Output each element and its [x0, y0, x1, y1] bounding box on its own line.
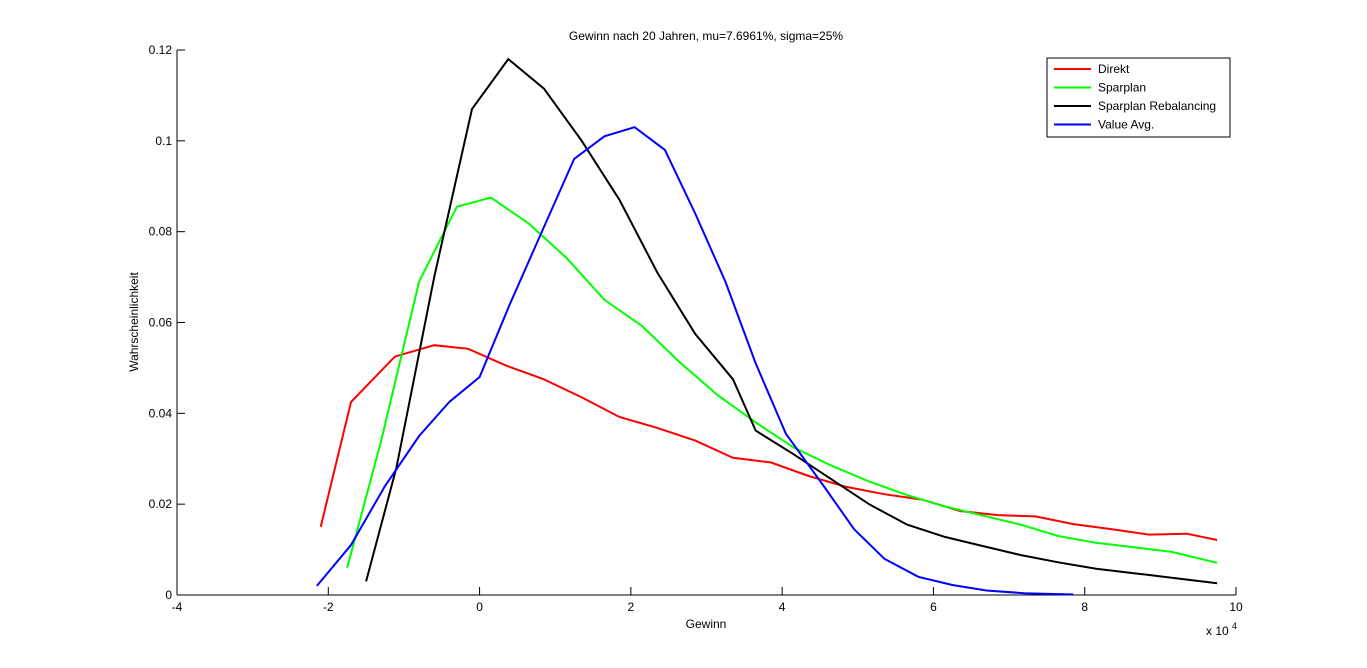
series-line-3 — [316, 126, 1074, 596]
y-tick-label: 0.02 — [149, 497, 173, 511]
x-axis-exponent-power: 4 — [1232, 621, 1237, 631]
x-axis-label: Gewinn — [686, 617, 727, 631]
legend-label-0: Direkt — [1098, 62, 1130, 76]
series-line-1 — [346, 196, 1218, 569]
x-tick-label: -4 — [172, 600, 183, 614]
y-tick-label: 0.06 — [149, 316, 173, 330]
x-tick-label: 6 — [930, 600, 937, 614]
x-tick-label: 0 — [476, 600, 483, 614]
x-tick-label: -2 — [323, 600, 334, 614]
plot-area: -4 -2 0 2 4 6 8 10 0 0.02 0.04 0.06 0.08 0.1 0.12 — [149, 43, 1243, 614]
y-tick-label: 0.12 — [149, 43, 173, 57]
y-axis-label: Wahrscheinlichkeit — [127, 272, 141, 372]
y-tick-label: 0.04 — [149, 406, 173, 420]
x-tick-label: 8 — [1081, 600, 1088, 614]
legend-label-2: Sparplan Rebalancing — [1098, 99, 1216, 113]
y-tick-label: 0.1 — [155, 134, 172, 148]
x-tick-label: 4 — [779, 600, 786, 614]
y-tick-label: 0 — [165, 588, 172, 602]
x-axis-exponent-base: x 10 — [1206, 624, 1229, 638]
legend: Direkt Sparplan Sparplan Rebalancing Value … — [1046, 57, 1231, 138]
y-tick-label: 0.08 — [149, 225, 173, 239]
x-tick-label: 10 — [1229, 600, 1243, 614]
chart-title: Gewinn nach 20 Jahren, mu=7.6961%, sigma… — [569, 29, 844, 43]
series-line-0 — [319, 344, 1218, 541]
x-tick-label: 2 — [628, 600, 635, 614]
legend-label-3: Value Avg. — [1098, 118, 1154, 132]
x-axis-exponent: x 10 4 — [1206, 621, 1237, 638]
legend-label-1: Sparplan — [1098, 81, 1146, 95]
series-line-2 — [365, 57, 1218, 585]
